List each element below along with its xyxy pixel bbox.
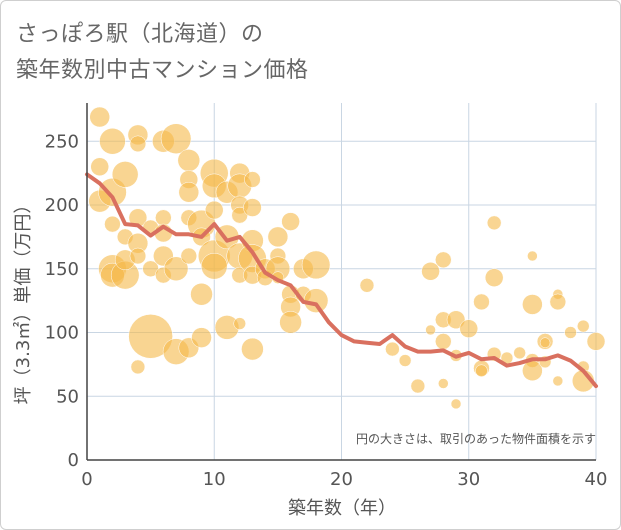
- bubble-point: [191, 327, 212, 348]
- bubble-point: [421, 262, 440, 281]
- bubble-point: [564, 326, 577, 339]
- bubble-point: [205, 200, 224, 220]
- bubble-size-note: 円の大きさは、取引のあった物件面積を示す: [356, 431, 596, 446]
- x-tick-label: 0: [81, 469, 92, 490]
- trend-line-series: [85, 172, 598, 389]
- bubble-point: [446, 310, 466, 329]
- bubble-point: [435, 251, 452, 269]
- bubble-point: [552, 375, 564, 387]
- x-axis-label: 築年数（年）: [288, 498, 396, 519]
- bubble-point: [359, 278, 375, 293]
- bubble-point: [244, 171, 261, 188]
- bubble-point: [90, 157, 109, 176]
- bubble-point: [130, 359, 146, 375]
- bubble-point: [425, 324, 436, 336]
- bubble-point: [281, 212, 300, 231]
- bubble-point: [303, 288, 329, 313]
- y-tick-label: 100: [45, 323, 79, 344]
- bubble-point: [128, 314, 173, 359]
- bubble-point: [190, 283, 213, 306]
- bubble-point: [486, 215, 502, 231]
- bubble-point: [586, 332, 606, 351]
- chart-title-line1: さっぽろ駅（北海道）の: [16, 22, 264, 47]
- bubble-point: [385, 341, 400, 357]
- bubble-point: [243, 198, 262, 217]
- bubble-point: [177, 149, 201, 172]
- bubble-point: [513, 346, 526, 360]
- x-tick-label: 20: [330, 469, 353, 490]
- bubble-point: [435, 333, 452, 350]
- bubble-point: [527, 250, 538, 262]
- bubble-point: [539, 337, 551, 348]
- bubble-point: [398, 354, 412, 367]
- bubble-point: [577, 319, 590, 333]
- bubble-point: [233, 317, 246, 330]
- x-tick-label: 10: [203, 469, 226, 490]
- bubble-point: [549, 293, 567, 311]
- bubble-point: [473, 293, 490, 311]
- y-tick-label: 250: [45, 131, 79, 152]
- bubble-point: [180, 247, 198, 265]
- y-tick-label: 150: [45, 259, 79, 280]
- y-tick-label: 50: [56, 386, 79, 407]
- x-tick-label: 30: [457, 469, 480, 490]
- bubble-point: [522, 294, 543, 315]
- bubble-point: [475, 364, 488, 377]
- bubble-point: [178, 182, 200, 203]
- bubble-series: [88, 106, 606, 410]
- bubble-point: [484, 268, 504, 287]
- bubble-point: [99, 128, 126, 155]
- x-tick-label: 40: [585, 469, 608, 490]
- chart-title-line2: 築年数別中古マンション価格: [16, 58, 309, 83]
- bubble-point: [438, 378, 449, 389]
- bubble-point: [241, 337, 264, 361]
- y-tick-label: 200: [45, 195, 79, 216]
- bubble-point: [267, 226, 289, 248]
- bubble-point: [129, 247, 147, 265]
- bubble-point: [410, 378, 426, 394]
- y-tick-label: 0: [68, 450, 79, 471]
- bubble-point: [111, 161, 139, 188]
- bubble-point: [279, 311, 302, 334]
- bubble-point: [155, 209, 172, 226]
- bubble-point: [450, 398, 462, 410]
- bubble-point: [163, 256, 189, 281]
- bubble-point: [459, 319, 478, 338]
- trend-line: [85, 172, 598, 389]
- bubble-point: [301, 250, 331, 280]
- bubble-point: [201, 252, 228, 280]
- axes: [86, 103, 596, 461]
- bubble-point: [160, 123, 192, 154]
- bubble-point: [89, 106, 110, 128]
- y-axis-label: 坪（3.3㎡）単価（万円）: [12, 196, 34, 405]
- bubble-point: [129, 135, 147, 153]
- tick-labels: 0 10 20 30 40 0 50 100 150 200 250: [45, 131, 608, 490]
- bubble-point: [104, 215, 121, 233]
